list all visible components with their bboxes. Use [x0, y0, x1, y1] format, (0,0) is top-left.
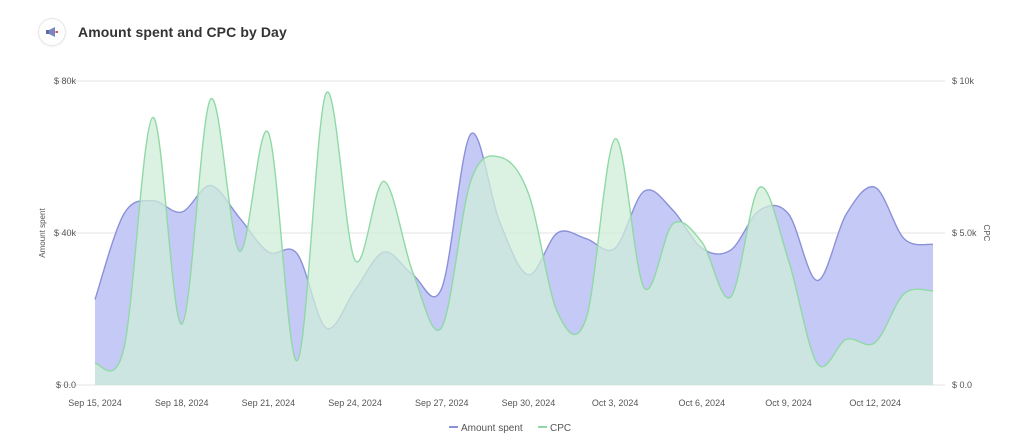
- cpc-point-15[interactable]: [525, 190, 531, 196]
- cpc-legend-label[interactable]: CPC: [550, 423, 571, 434]
- cpc-point-13[interactable]: [468, 178, 474, 184]
- amount-spent-point-23[interactable]: [757, 207, 763, 213]
- amount-spent-point-13[interactable]: [468, 131, 474, 137]
- x-tick-2: Sep 21, 2024: [242, 398, 296, 408]
- cpc-point-4[interactable]: [208, 96, 214, 102]
- amount-spent-point-9[interactable]: [352, 287, 358, 293]
- amount-spent-point-16[interactable]: [554, 230, 560, 236]
- cpc-point-19[interactable]: [641, 285, 647, 291]
- amount-spent-point-21[interactable]: [699, 245, 705, 251]
- cpc-point-16[interactable]: [554, 309, 560, 315]
- chart-icon-badge: [38, 18, 66, 46]
- amount-spent-point-19[interactable]: [641, 188, 647, 194]
- y-right-axis-title: CPC: [982, 225, 991, 242]
- x-tick-1: Sep 18, 2024: [155, 398, 209, 408]
- cpc-point-1[interactable]: [121, 346, 127, 352]
- amount-spent-point-7[interactable]: [294, 251, 300, 257]
- megaphone-icon: [46, 27, 58, 37]
- cpc-point-6[interactable]: [265, 130, 271, 136]
- cpc-point-26[interactable]: [843, 336, 849, 342]
- amount-spent-point-18[interactable]: [612, 245, 618, 251]
- cpc-point-2[interactable]: [150, 114, 156, 120]
- cpc-point-7[interactable]: [294, 358, 300, 364]
- amount-spent-point-0[interactable]: [92, 297, 98, 303]
- amount-spent-legend-label[interactable]: Amount spent: [461, 423, 523, 434]
- amount-spent-point-26[interactable]: [843, 211, 849, 217]
- amount-spent-point-15[interactable]: [525, 272, 531, 278]
- x-tick-9: Oct 12, 2024: [849, 398, 901, 408]
- x-tick-5: Sep 30, 2024: [502, 398, 556, 408]
- cpc-point-27[interactable]: [872, 339, 878, 345]
- cpc-point-12[interactable]: [439, 324, 445, 330]
- cpc-point-14[interactable]: [497, 154, 503, 160]
- x-tick-0: Sep 15, 2024: [68, 398, 122, 408]
- y-right-tick-0: $ 0.0: [952, 380, 972, 390]
- x-tick-6: Oct 3, 2024: [592, 398, 639, 408]
- amount-spent-point-17[interactable]: [583, 236, 589, 242]
- amount-spent-point-6[interactable]: [265, 249, 271, 255]
- series-areas: [94, 91, 934, 386]
- amount-spent-point-29[interactable]: [930, 241, 936, 247]
- legend[interactable]: Amount spent CPC: [449, 423, 571, 434]
- amount-spent-point-22[interactable]: [728, 247, 734, 253]
- cpc-point-25[interactable]: [814, 361, 820, 367]
- cpc-point-21[interactable]: [699, 239, 705, 245]
- cpc-line: [94, 91, 934, 372]
- cpc-point-9[interactable]: [352, 257, 358, 263]
- amount-spent-point-24[interactable]: [786, 211, 792, 217]
- y-right-tick-1: $ 5.0k: [952, 228, 977, 238]
- y-left-tick-1: $ 40k: [54, 228, 77, 238]
- cpc-point-17[interactable]: [583, 315, 589, 321]
- amount-spent-point-2[interactable]: [150, 198, 156, 204]
- y-left-tick-2: $ 80k: [54, 76, 77, 86]
- x-tick-4: Sep 27, 2024: [415, 398, 469, 408]
- x-tick-7: Oct 6, 2024: [679, 398, 726, 408]
- amount-spent-point-20[interactable]: [670, 207, 676, 213]
- cpc-point-3[interactable]: [179, 321, 185, 327]
- amount-spent-point-14[interactable]: [497, 219, 503, 225]
- amount-spent-point-1[interactable]: [121, 211, 127, 217]
- chart-title: Amount spent and CPC by Day: [78, 24, 287, 40]
- amount-spent-point-4[interactable]: [208, 183, 214, 189]
- amount-spent-point-8[interactable]: [323, 325, 329, 331]
- amount-spent-point-10[interactable]: [381, 249, 387, 255]
- cpc-point-5[interactable]: [236, 248, 242, 254]
- cpc-point-29[interactable]: [930, 288, 936, 294]
- cpc-point-18[interactable]: [612, 136, 618, 142]
- amount-spent-point-3[interactable]: [179, 209, 185, 215]
- y-left-tick-0: $ 0.0: [56, 380, 76, 390]
- x-tick-8: Oct 9, 2024: [765, 398, 812, 408]
- y-right-tick-2: $ 10k: [952, 76, 975, 86]
- cpc-point-22[interactable]: [728, 294, 734, 300]
- cpc-point-28[interactable]: [901, 291, 907, 297]
- x-tick-3: Sep 24, 2024: [328, 398, 382, 408]
- amount-spent-point-28[interactable]: [901, 236, 907, 242]
- cpc-point-0[interactable]: [92, 361, 98, 367]
- y-left-axis-title: Amount spent: [38, 208, 47, 258]
- amount-spent-point-5[interactable]: [236, 215, 242, 221]
- cpc-area: [95, 91, 933, 386]
- cpc-point-10[interactable]: [381, 178, 387, 184]
- chart-header: Amount spent and CPC by Day: [38, 18, 287, 46]
- axes: $ 0.0 $ 40k $ 80k $ 0.0 $ 5.0k $ 10k Amount sp…: [38, 76, 991, 408]
- cpc-point-20[interactable]: [670, 221, 676, 227]
- amount-spent-point-27[interactable]: [872, 184, 878, 190]
- cpc-point-24[interactable]: [786, 257, 792, 263]
- amount-spent-point-12[interactable]: [439, 285, 445, 291]
- cpc-point-8[interactable]: [323, 90, 329, 96]
- amount-spent-point-25[interactable]: [814, 278, 820, 284]
- cpc-point-11[interactable]: [410, 270, 416, 276]
- cpc-point-23[interactable]: [757, 184, 763, 190]
